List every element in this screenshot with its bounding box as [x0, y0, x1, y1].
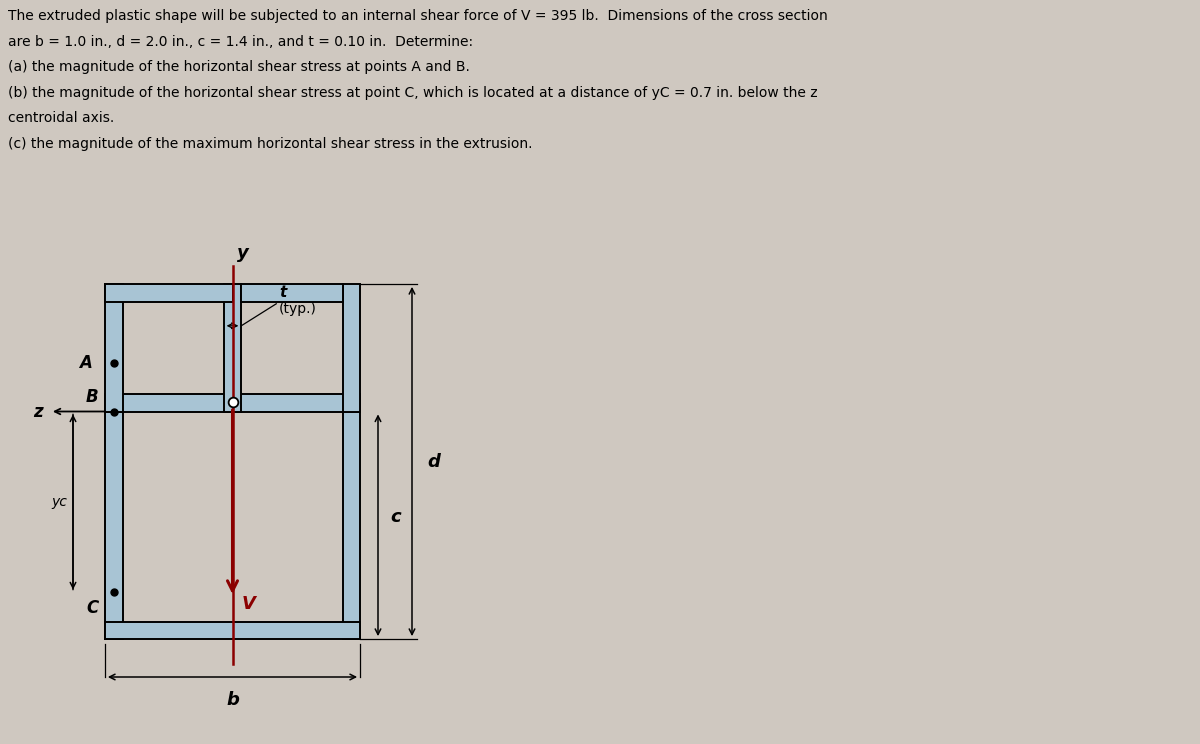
Text: b: b: [226, 691, 239, 709]
Text: (a) the magnitude of the horizontal shear stress at points A and B.: (a) the magnitude of the horizontal shea…: [8, 60, 470, 74]
Text: d: d: [427, 452, 440, 470]
Text: centroidal axis.: centroidal axis.: [8, 111, 114, 125]
Bar: [106, 284, 233, 301]
Text: (b) the magnitude of the horizontal shear stress at point C, which is located at: (b) the magnitude of the horizontal shea…: [8, 86, 817, 100]
Bar: [106, 394, 360, 411]
Text: B: B: [86, 388, 98, 405]
Bar: [342, 394, 360, 639]
Text: (c) the magnitude of the maximum horizontal shear stress in the extrusion.: (c) the magnitude of the maximum horizon…: [8, 136, 533, 150]
Bar: [223, 284, 241, 411]
Text: yc: yc: [52, 495, 67, 509]
Text: A: A: [79, 354, 91, 372]
Text: (typ.): (typ.): [280, 302, 317, 315]
Bar: [106, 394, 122, 639]
Bar: [106, 284, 122, 411]
Text: t: t: [280, 285, 287, 300]
Text: C: C: [86, 600, 98, 618]
Text: are b = 1.0 in., d = 2.0 in., c = 1.4 in., and t = 0.10 in.  Determine:: are b = 1.0 in., d = 2.0 in., c = 1.4 in…: [8, 34, 473, 48]
Text: y: y: [236, 244, 248, 262]
Text: z: z: [34, 403, 43, 420]
Bar: [342, 284, 360, 411]
Text: V: V: [241, 595, 256, 613]
Bar: [106, 621, 360, 639]
Bar: [241, 284, 342, 301]
Text: c: c: [390, 507, 401, 525]
Text: The extruded plastic shape will be subjected to an internal shear force of V = 3: The extruded plastic shape will be subje…: [8, 9, 828, 23]
